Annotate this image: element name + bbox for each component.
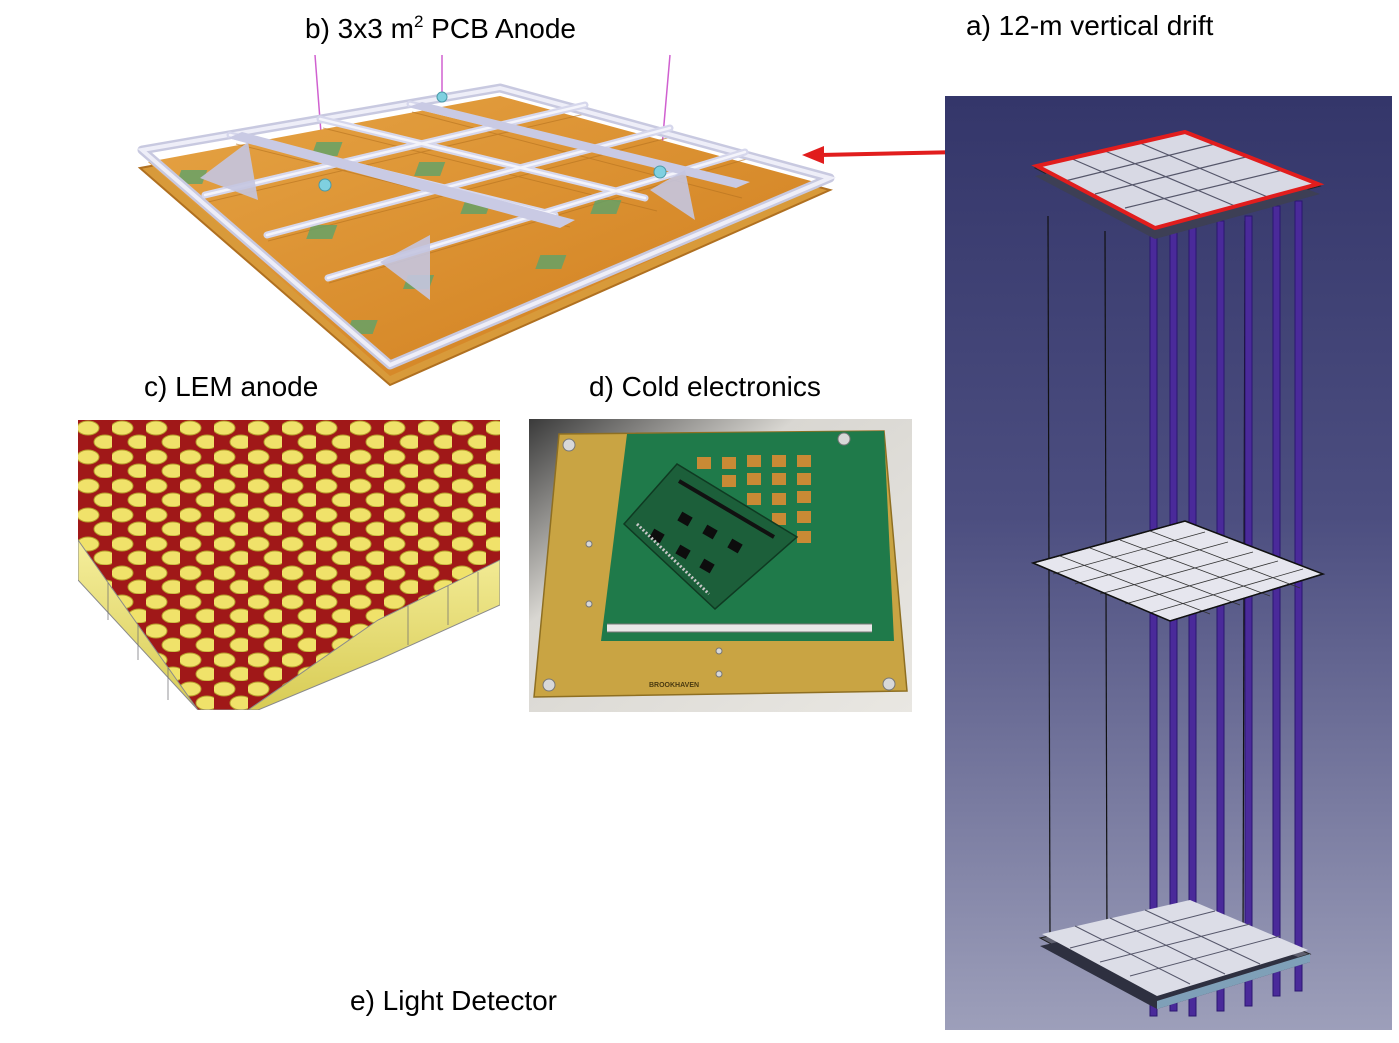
pcb-anode-render xyxy=(130,50,840,395)
vertical-drift-illustration xyxy=(945,96,1392,1030)
label-a-vertical-drift: a) 12-m vertical drift xyxy=(966,10,1214,41)
lem-anode-illustration xyxy=(78,420,500,710)
board-brand-text: BROOKHAVEN xyxy=(649,682,699,689)
vertical-drift-cad xyxy=(945,96,1392,1030)
label-d-cold-electronics: d) Cold electronics xyxy=(589,371,821,402)
cold-electronics-photo: BROOKHAVEN xyxy=(529,419,912,712)
pcb-anode-illustration xyxy=(137,54,837,387)
label-b-pcb-anode: b) 3x3 m2 PCB Anode xyxy=(305,12,576,44)
cold-electronics-illustration: BROOKHAVEN xyxy=(529,419,912,712)
label-c-lem-anode: c) LEM anode xyxy=(144,371,319,402)
lem-anode-render xyxy=(78,420,500,710)
label-e-light-detector: e) Light Detector xyxy=(350,985,557,1016)
